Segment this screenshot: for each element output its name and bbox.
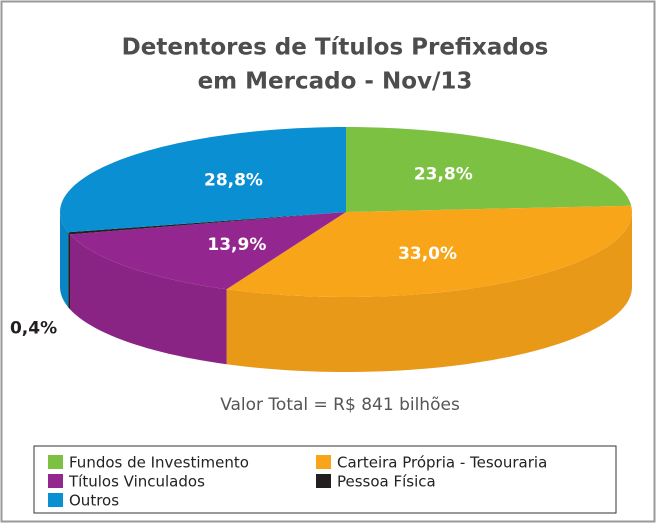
- legend-swatch: [48, 455, 63, 469]
- annotation: Valor Total = R$ 841 bilhões: [220, 395, 460, 415]
- pie: 23,8% 33,0% 13,9% 0,4% 28,8%: [10, 127, 632, 372]
- data-label: 23,8%: [414, 165, 473, 185]
- slice: [68, 212, 347, 235]
- legend-swatch: [316, 455, 331, 469]
- slice: [60, 127, 346, 233]
- legend-swatch: [48, 493, 63, 507]
- slice: [70, 212, 346, 290]
- legend-label: Carteira Própria - Tesouraria: [337, 454, 547, 472]
- legend-swatch: [48, 474, 63, 488]
- legend: Fundos de Investimento Carteira Própria -…: [48, 454, 547, 510]
- legend-label: Títulos Vinculados: [68, 473, 205, 491]
- legend-label: Pessoa Física: [337, 473, 436, 491]
- slice: [346, 127, 632, 212]
- chart-title: Detentores de Títulos Prefixados: [122, 35, 549, 61]
- chart-title: em Mercado - Nov/13: [198, 69, 473, 95]
- slice-side: [226, 212, 632, 372]
- data-label: 13,9%: [207, 235, 266, 255]
- legend-label: Fundos de Investimento: [69, 454, 249, 472]
- data-label: 33,0%: [398, 244, 457, 264]
- slice-side: [68, 232, 71, 310]
- slice-side: [70, 234, 227, 365]
- data-label: 0,4%: [10, 318, 57, 338]
- legend-swatch: [316, 474, 331, 488]
- legend-label: Outros: [69, 492, 119, 510]
- data-label: 28,8%: [204, 171, 263, 191]
- slice-side: [60, 212, 69, 308]
- slice: [226, 205, 632, 297]
